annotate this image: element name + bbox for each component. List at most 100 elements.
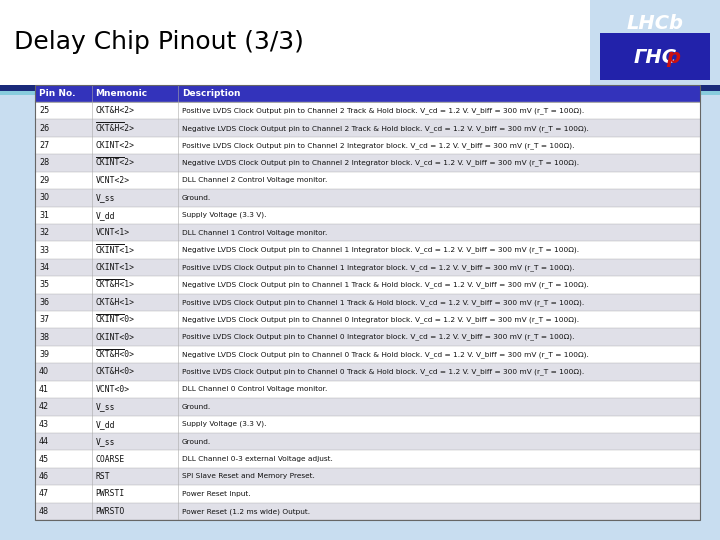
Bar <box>600 33 710 80</box>
Bar <box>35 450 700 468</box>
Text: CKINT<0>: CKINT<0> <box>96 333 135 342</box>
Text: 37: 37 <box>39 315 49 324</box>
Bar <box>35 224 700 241</box>
Text: COARSE: COARSE <box>96 455 125 463</box>
Bar <box>35 294 700 311</box>
Text: DLL Channel 2 Control Voltage monitor.: DLL Channel 2 Control Voltage monitor. <box>182 177 328 184</box>
Text: 28: 28 <box>39 158 49 167</box>
Text: V_ss: V_ss <box>96 193 115 202</box>
Text: Description: Description <box>182 89 240 98</box>
Text: Pin No.: Pin No. <box>39 89 76 98</box>
Text: CKINT<1>: CKINT<1> <box>96 263 135 272</box>
Text: Positive LVDS Clock Output pin to Channel 1 Integrator block. V_cd = 1.2 V. V_bi: Positive LVDS Clock Output pin to Channe… <box>182 264 575 271</box>
Text: 43: 43 <box>39 420 49 429</box>
Text: CKT&H<0>: CKT&H<0> <box>96 350 135 359</box>
Text: CKT&H<2>: CKT&H<2> <box>96 124 135 133</box>
Bar <box>35 154 700 172</box>
Text: PWRSTI: PWRSTI <box>96 489 125 498</box>
Text: 31: 31 <box>39 211 49 220</box>
Bar <box>35 311 700 328</box>
Text: 25: 25 <box>39 106 49 115</box>
Text: Supply Voltage (3.3 V).: Supply Voltage (3.3 V). <box>182 421 266 428</box>
Bar <box>35 241 700 259</box>
Bar <box>35 119 700 137</box>
Text: RST: RST <box>96 472 110 481</box>
Text: 47: 47 <box>39 489 49 498</box>
Bar <box>35 468 700 485</box>
Text: CKINT<2>: CKINT<2> <box>96 158 135 167</box>
Bar <box>35 137 700 154</box>
Text: Negative LVDS Clock Output pin to Channel 1 Track & Hold block. V_cd = 1.2 V. V_: Negative LVDS Clock Output pin to Channe… <box>182 281 589 288</box>
Text: Mnemonic: Mnemonic <box>96 89 148 98</box>
Bar <box>35 276 700 294</box>
Text: 32: 32 <box>39 228 49 237</box>
Text: 35: 35 <box>39 280 49 289</box>
Bar <box>35 172 700 189</box>
Bar <box>35 102 700 119</box>
Text: 39: 39 <box>39 350 49 359</box>
Text: 46: 46 <box>39 472 49 481</box>
Text: Delay Chip Pinout (3/3): Delay Chip Pinout (3/3) <box>14 30 304 55</box>
Bar <box>35 85 700 102</box>
Text: CKT&H<1>: CKT&H<1> <box>96 280 135 289</box>
Text: 45: 45 <box>39 455 49 463</box>
Text: DLL Channel 1 Control Voltage monitor.: DLL Channel 1 Control Voltage monitor. <box>182 230 328 235</box>
Text: 33: 33 <box>39 246 49 254</box>
Text: VCNT<1>: VCNT<1> <box>96 228 130 237</box>
Text: Negative LVDS Clock Output pin to Channel 2 Integrator block. V_cd = 1.2 V. V_bi: Negative LVDS Clock Output pin to Channe… <box>182 160 579 166</box>
Text: 27: 27 <box>39 141 49 150</box>
Text: ΓHC: ΓHC <box>634 48 677 68</box>
Bar <box>35 328 700 346</box>
Text: 38: 38 <box>39 333 49 342</box>
Text: 42: 42 <box>39 402 49 411</box>
Text: Negative LVDS Clock Output pin to Channel 1 Integrator block. V_cd = 1.2 V. V_bi: Negative LVDS Clock Output pin to Channe… <box>182 247 579 253</box>
Text: DLL Channel 0 Control Voltage monitor.: DLL Channel 0 Control Voltage monitor. <box>182 387 328 393</box>
Text: V_dd: V_dd <box>96 420 115 429</box>
Text: 44: 44 <box>39 437 49 446</box>
Text: CKT&H<0>: CKT&H<0> <box>96 367 135 376</box>
Text: Positive LVDS Clock Output pin to Channel 1 Track & Hold block. V_cd = 1.2 V. V_: Positive LVDS Clock Output pin to Channe… <box>182 299 584 306</box>
Text: Ground.: Ground. <box>182 404 211 410</box>
Text: 26: 26 <box>39 124 49 133</box>
Text: 40: 40 <box>39 367 49 376</box>
Bar <box>35 503 700 520</box>
Text: Power Reset Input.: Power Reset Input. <box>182 491 251 497</box>
Text: Ground.: Ground. <box>182 195 211 201</box>
Text: LHCb: LHCb <box>626 14 683 33</box>
Text: Positive LVDS Clock Output pin to Channel 2 Integrator block. V_cd = 1.2 V. V_bi: Positive LVDS Clock Output pin to Channe… <box>182 142 575 149</box>
Text: 41: 41 <box>39 385 49 394</box>
Text: 34: 34 <box>39 263 49 272</box>
Text: p: p <box>666 48 680 68</box>
Text: CKINT<0>: CKINT<0> <box>96 315 135 324</box>
Bar <box>35 85 700 520</box>
Text: PWRSTO: PWRSTO <box>96 507 125 516</box>
Bar <box>35 363 700 381</box>
Bar <box>0 0 720 85</box>
Bar <box>590 0 720 85</box>
Text: Positive LVDS Clock Output pin to Channel 0 Integrator block. V_cd = 1.2 V. V_bi: Positive LVDS Clock Output pin to Channe… <box>182 334 575 341</box>
Text: V_dd: V_dd <box>96 211 115 220</box>
Text: Negative LVDS Clock Output pin to Channel 2 Track & Hold block. V_cd = 1.2 V. V_: Negative LVDS Clock Output pin to Channe… <box>182 125 589 132</box>
Text: CKT&H<2>: CKT&H<2> <box>96 106 135 115</box>
Text: Positive LVDS Clock Output pin to Channel 2 Track & Hold block. V_cd = 1.2 V. V_: Positive LVDS Clock Output pin to Channe… <box>182 107 584 114</box>
Bar <box>35 381 700 398</box>
Text: VCNT<0>: VCNT<0> <box>96 385 130 394</box>
Bar <box>35 485 700 503</box>
Text: CKT&H<1>: CKT&H<1> <box>96 298 135 307</box>
Text: Negative LVDS Clock Output pin to Channel 0 Integrator block. V_cd = 1.2 V. V_bi: Negative LVDS Clock Output pin to Channe… <box>182 316 579 323</box>
Bar <box>35 415 700 433</box>
Text: DLL Channel 0-3 external Voltage adjust.: DLL Channel 0-3 external Voltage adjust. <box>182 456 333 462</box>
Text: Positive LVDS Clock Output pin to Channel 0 Track & Hold block. V_cd = 1.2 V. V_: Positive LVDS Clock Output pin to Channe… <box>182 369 584 375</box>
Text: 36: 36 <box>39 298 49 307</box>
Bar <box>35 189 700 206</box>
Bar <box>35 206 700 224</box>
Text: Ground.: Ground. <box>182 438 211 444</box>
Text: 48: 48 <box>39 507 49 516</box>
Bar <box>35 346 700 363</box>
Text: 30: 30 <box>39 193 49 202</box>
Text: Supply Voltage (3.3 V).: Supply Voltage (3.3 V). <box>182 212 266 219</box>
Text: V_ss: V_ss <box>96 437 115 446</box>
Text: VCNT<2>: VCNT<2> <box>96 176 130 185</box>
Text: CKINT<1>: CKINT<1> <box>96 246 135 254</box>
Text: Negative LVDS Clock Output pin to Channel 0 Track & Hold block. V_cd = 1.2 V. V_: Negative LVDS Clock Output pin to Channe… <box>182 351 589 358</box>
